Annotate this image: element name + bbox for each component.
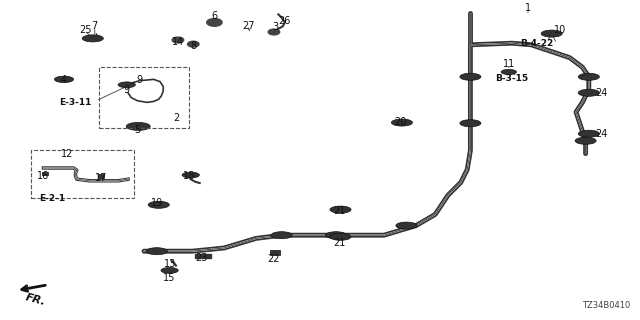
Text: 14: 14 <box>172 36 184 47</box>
Text: 9: 9 <box>136 75 143 85</box>
Text: 17: 17 <box>95 172 108 183</box>
Text: 18: 18 <box>182 171 195 181</box>
Text: 27: 27 <box>242 20 255 31</box>
Circle shape <box>207 19 222 26</box>
Bar <box>195 254 211 258</box>
Circle shape <box>188 41 199 47</box>
Ellipse shape <box>54 76 74 83</box>
Ellipse shape <box>579 130 600 137</box>
Text: 24: 24 <box>595 88 608 98</box>
Text: 22: 22 <box>268 254 280 264</box>
Text: 10: 10 <box>554 25 566 36</box>
Ellipse shape <box>326 232 347 239</box>
Ellipse shape <box>460 73 481 80</box>
Text: 25: 25 <box>79 25 92 36</box>
Ellipse shape <box>579 73 600 80</box>
Text: 1: 1 <box>525 3 531 13</box>
Ellipse shape <box>330 233 351 240</box>
Circle shape <box>172 37 184 43</box>
Text: 2: 2 <box>173 113 179 124</box>
Text: 8: 8 <box>190 41 196 52</box>
Text: 13: 13 <box>163 259 176 269</box>
Ellipse shape <box>575 137 596 144</box>
Ellipse shape <box>501 69 516 75</box>
Ellipse shape <box>118 82 136 88</box>
Text: FR.: FR. <box>24 292 47 307</box>
Text: 21: 21 <box>333 238 346 248</box>
Ellipse shape <box>460 120 481 127</box>
Text: 9: 9 <box>124 84 130 95</box>
Text: B-4-22: B-4-22 <box>520 39 553 48</box>
Text: B-3-15: B-3-15 <box>495 74 529 83</box>
Text: 11: 11 <box>502 59 515 69</box>
Text: E-2-1: E-2-1 <box>40 194 65 203</box>
Text: 23: 23 <box>195 252 208 263</box>
Circle shape <box>268 29 280 35</box>
Text: E-3-11: E-3-11 <box>60 98 92 107</box>
Text: 7: 7 <box>92 20 98 31</box>
Text: 20: 20 <box>394 116 406 127</box>
Bar <box>99 67 189 128</box>
Ellipse shape <box>541 30 562 37</box>
Ellipse shape <box>392 119 413 126</box>
Bar <box>31 150 134 198</box>
Text: 5: 5 <box>134 124 141 135</box>
Text: 26: 26 <box>278 16 291 26</box>
Text: 12: 12 <box>61 148 74 159</box>
Text: 16: 16 <box>37 171 50 181</box>
Ellipse shape <box>396 222 417 229</box>
Text: 3: 3 <box>272 22 278 32</box>
Ellipse shape <box>161 268 178 273</box>
Ellipse shape <box>271 232 292 239</box>
Text: 19: 19 <box>150 198 163 208</box>
Text: 24: 24 <box>595 129 608 140</box>
Bar <box>98 174 104 178</box>
Text: 4: 4 <box>61 75 67 85</box>
Text: 15: 15 <box>163 273 176 284</box>
Ellipse shape <box>147 248 168 255</box>
Bar <box>42 172 48 175</box>
Ellipse shape <box>82 35 104 42</box>
Bar <box>270 250 280 255</box>
Text: 6: 6 <box>211 11 218 21</box>
Text: TZ34B0410: TZ34B0410 <box>582 301 630 310</box>
Ellipse shape <box>148 201 169 208</box>
Ellipse shape <box>579 89 600 96</box>
Text: 21: 21 <box>333 206 346 216</box>
Ellipse shape <box>182 172 200 178</box>
Ellipse shape <box>330 206 351 213</box>
Ellipse shape <box>126 123 150 131</box>
